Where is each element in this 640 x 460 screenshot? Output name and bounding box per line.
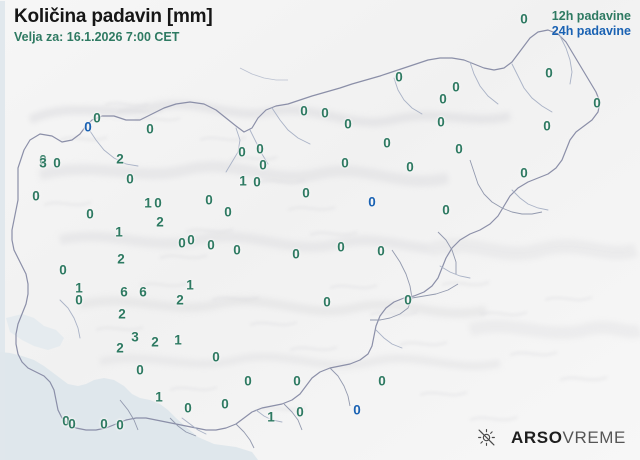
station-value[interactable]: 0 <box>353 402 361 418</box>
station-value[interactable]: 2 <box>117 251 125 267</box>
station-value[interactable]: 0 <box>212 349 220 365</box>
station-value[interactable]: 0 <box>520 165 528 181</box>
sun-cloud-icon <box>478 429 495 446</box>
station-value[interactable]: 0 <box>368 194 376 210</box>
station-value[interactable]: 1 <box>155 389 163 405</box>
station-value[interactable]: 0 <box>126 171 134 187</box>
station-value[interactable]: 1 <box>186 277 194 293</box>
sea-left-strip <box>0 1 5 460</box>
arso-vreme-logo[interactable]: ARSOVREME <box>476 427 626 448</box>
station-value[interactable]: 1 <box>239 173 247 189</box>
adriatic-sea <box>0 352 258 460</box>
station-value[interactable]: 1 <box>75 280 83 296</box>
station-value[interactable]: 0 <box>437 114 445 130</box>
legend-item-12h: 12h padavine <box>551 9 631 23</box>
brand-vreme: VREME <box>562 427 626 447</box>
station-value[interactable]: 3 <box>131 329 139 345</box>
relief-shading <box>27 100 640 370</box>
station-value[interactable]: 0 <box>146 121 154 137</box>
station-value[interactable]: 0 <box>593 95 601 111</box>
station-value[interactable]: 0 <box>187 232 195 248</box>
station-value[interactable]: 0 <box>62 413 70 429</box>
station-value[interactable]: 6 <box>120 284 128 300</box>
relief-texture <box>43 102 608 421</box>
station-value[interactable]: 0 <box>221 396 229 412</box>
station-value[interactable]: 0 <box>442 202 450 218</box>
station-value[interactable]: 0 <box>337 239 345 255</box>
station-value[interactable]: 0 <box>233 242 241 258</box>
station-value[interactable]: 0 <box>75 292 83 308</box>
station-value[interactable]: 2 <box>116 151 124 167</box>
station-value[interactable]: 0 <box>84 119 92 135</box>
station-value[interactable]: 0 <box>116 417 124 433</box>
station-value[interactable]: 0 <box>300 103 308 119</box>
station-value[interactable]: 0 <box>377 243 385 259</box>
station-value[interactable]: 2 <box>151 334 159 350</box>
station-value[interactable]: 0 <box>323 294 331 310</box>
station-value[interactable]: 2 <box>156 214 164 230</box>
station-value[interactable]: 0 <box>207 237 215 253</box>
station-value[interactable]: 0 <box>154 195 162 211</box>
national-border[interactable] <box>11 29 601 431</box>
station-value[interactable]: 0 <box>395 69 403 85</box>
station-value[interactable]: 0 <box>86 206 94 222</box>
station-value[interactable]: 0 <box>68 416 76 432</box>
station-value[interactable]: 1 <box>144 195 152 211</box>
station-value[interactable]: 0 <box>259 157 267 173</box>
upper-hydro-line <box>239 67 288 81</box>
legend-item-24h: 24h padavine <box>551 24 631 38</box>
station-value[interactable]: 0 <box>341 155 349 171</box>
station-value[interactable]: 0 <box>520 11 528 27</box>
station-value[interactable]: 0 <box>378 373 386 389</box>
station-value[interactable]: 2 <box>118 306 126 322</box>
brand-text: ARSOVREME <box>511 428 626 448</box>
station-value[interactable]: 6 <box>139 284 147 300</box>
station-value[interactable]: 1 <box>267 409 275 425</box>
station-value[interactable]: 0 <box>545 65 553 81</box>
station-value[interactable]: 1 <box>174 332 182 348</box>
station-value[interactable]: 0 <box>321 105 329 121</box>
station-value[interactable]: 0 <box>383 135 391 151</box>
station-value[interactable]: 0 <box>293 373 301 389</box>
station-value[interactable]: 0 <box>244 373 252 389</box>
station-value[interactable]: 2 <box>116 340 124 356</box>
legend: 12h padavine 24h padavine <box>552 9 631 39</box>
station-value[interactable]: 0 <box>253 174 261 190</box>
station-value[interactable]: 0 <box>406 159 414 175</box>
station-value[interactable]: 0 <box>344 116 352 132</box>
station-value[interactable]: 0 <box>439 91 447 107</box>
brand-arso: ARSO <box>511 427 563 447</box>
station-value[interactable]: 0 <box>184 400 192 416</box>
station-value[interactable]: 0 <box>93 110 101 126</box>
station-value[interactable]: 0 <box>543 118 551 134</box>
station-value[interactable]: 0 <box>404 292 412 308</box>
station-value[interactable]: 0 <box>302 185 310 201</box>
station-value[interactable]: 0 <box>178 235 186 251</box>
station-value[interactable]: 0 <box>32 188 40 204</box>
station-value[interactable]: 0 <box>205 192 213 208</box>
station-value[interactable]: 0 <box>256 141 264 157</box>
station-value[interactable]: 0 <box>296 404 304 420</box>
station-value[interactable]: 0 <box>452 79 460 95</box>
station-value[interactable]: 0 <box>136 362 144 378</box>
station-value[interactable]: 0 <box>238 144 246 160</box>
station-value[interactable]: 0 <box>455 141 463 157</box>
regional-boundaries <box>119 159 543 449</box>
station-value[interactable]: 0 <box>292 246 300 262</box>
rivers <box>59 35 573 435</box>
station-value[interactable]: 1 <box>115 224 123 240</box>
station-value[interactable]: 0 <box>39 152 47 168</box>
station-value[interactable]: 0 <box>53 155 61 171</box>
station-value[interactable]: 0 <box>224 204 232 220</box>
station-value[interactable]: 0 <box>100 416 108 432</box>
station-value[interactable]: 2 <box>176 292 184 308</box>
station-value[interactable]: 0 <box>59 262 67 278</box>
coastal-bay <box>6 314 64 350</box>
station-value[interactable]: 3 <box>39 155 47 171</box>
